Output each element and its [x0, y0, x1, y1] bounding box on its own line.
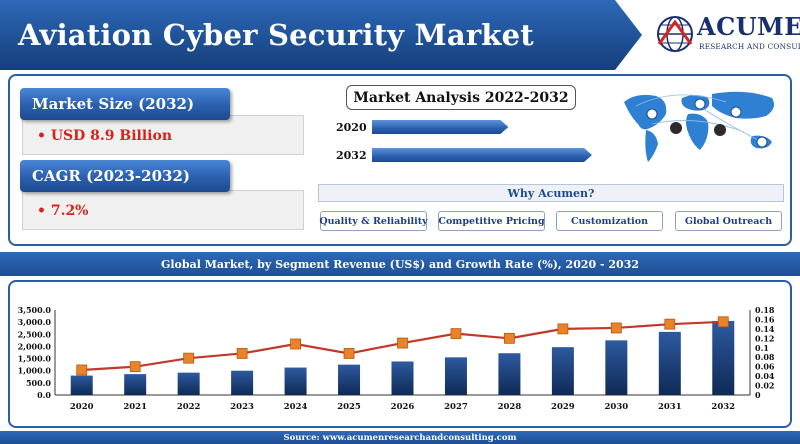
bar	[498, 353, 521, 395]
y-tick-label-right: 0.04	[755, 371, 775, 381]
y-tick-label-right: 0.16	[755, 314, 775, 324]
y-tick-label-left: 500.0	[26, 378, 51, 388]
bar	[338, 364, 361, 395]
growth-marker	[343, 348, 355, 359]
growth-marker	[504, 332, 515, 344]
y-tick-label-right: 0.08	[755, 352, 775, 362]
bar	[391, 361, 414, 395]
x-tick-label: 2031	[658, 402, 682, 412]
globe-logo-icon	[657, 16, 693, 52]
x-tick-label: 2022	[177, 402, 201, 412]
x-tick-label: 2030	[605, 402, 629, 412]
y-tick-label-right: 0.14	[755, 324, 775, 334]
bar	[444, 357, 467, 395]
market-size-value: • USD 8.9 Billion	[37, 128, 173, 144]
x-tick-label: 2023	[230, 402, 254, 412]
y-tick-label-left: 2,500.0	[18, 329, 52, 339]
growth-marker	[610, 322, 622, 334]
brand-subtitle: RESEARCH AND CONSULTING	[699, 42, 800, 51]
y-tick-label-right: 0.18	[755, 305, 775, 315]
y-tick-label-right: 0.06	[755, 362, 775, 372]
why-acumen-bar: Why Acumen?	[318, 184, 784, 202]
x-tick-label: 2025	[337, 402, 361, 412]
growth-marker	[717, 316, 729, 328]
source-note: Source: www.acumenresearchandconsulting.…	[0, 431, 800, 444]
x-tick-label: 2029	[551, 402, 575, 412]
growth-marker	[129, 361, 141, 373]
y-tick-label-left: 2,000.0	[18, 341, 52, 351]
cagr-card: • 7.2%	[22, 190, 304, 230]
y-tick-label-left: 3,500.0	[18, 305, 52, 315]
analysis-bar-label: 2032	[336, 149, 367, 162]
bar	[124, 374, 147, 395]
growth-marker	[76, 364, 88, 376]
header-band	[0, 0, 642, 70]
segment-title: Global Market, by Segment Revenue (US$) …	[0, 252, 800, 276]
x-tick-label: 2027	[444, 402, 468, 412]
growth-marker	[183, 352, 195, 364]
page-title: Aviation Cyber Security Market	[18, 18, 534, 52]
y-tick-label-left: 1,000.0	[18, 366, 52, 376]
world-map-illustration	[624, 91, 774, 162]
market-size-card: • USD 8.9 Billion	[22, 115, 304, 155]
y-tick-label-left: 0.0	[37, 390, 51, 400]
growth-marker	[290, 338, 301, 350]
cagr-label: CAGR (2023-2032)	[20, 160, 230, 192]
reason-competitive-pricing: Competitive Pricing	[438, 211, 545, 231]
growth-marker	[450, 328, 462, 340]
market-size-label: Market Size (2032)	[20, 88, 230, 120]
bar	[177, 372, 200, 395]
y-tick-label-right: 0.12	[755, 333, 774, 343]
y-tick-label-right: 0	[755, 390, 761, 400]
analysis-bar-label: 2020	[336, 121, 367, 134]
x-tick-label: 2026	[391, 402, 415, 412]
bar	[231, 370, 254, 395]
y-tick-label-left: 1,500.0	[18, 354, 52, 364]
bar	[712, 320, 735, 395]
x-tick-label: 2032	[711, 402, 735, 412]
growth-marker	[397, 337, 408, 349]
growth-marker	[236, 348, 248, 359]
analysis-bar	[372, 120, 508, 134]
growth-marker	[557, 323, 569, 335]
reason-quality-reliability: Quality & Reliability	[319, 211, 428, 231]
brand-name: ACUMEN	[697, 12, 800, 41]
x-tick-label: 2028	[498, 402, 522, 412]
brand-logo: ACUMEN RESEARCH AND CONSULTING	[655, 12, 800, 58]
cagr-value: • 7.2%	[37, 203, 89, 219]
bar	[658, 331, 681, 395]
x-tick-label: 2024	[284, 402, 308, 412]
bar	[284, 367, 307, 395]
analysis-bar	[372, 148, 592, 162]
bar	[70, 375, 93, 395]
y-tick-label-right: 0.1	[755, 343, 769, 353]
analysis-title: Market Analysis 2022-2032	[346, 85, 576, 110]
growth-marker	[664, 318, 676, 330]
x-tick-label: 2021	[123, 402, 147, 412]
revenue-growth-chart: 0.0 500.0 1,000.0 1,500.0 2,000.0 2,500.0 3,00…	[18, 305, 775, 412]
y-tick-label-right: 0.02	[755, 381, 774, 391]
reason-customization: Customization	[556, 211, 663, 231]
bar	[605, 340, 628, 395]
y-tick-label-left: 3,000.0	[18, 317, 52, 327]
x-tick-label: 2020	[70, 402, 94, 412]
reason-global-outreach: Global Outreach	[675, 211, 782, 231]
bar	[551, 347, 574, 395]
